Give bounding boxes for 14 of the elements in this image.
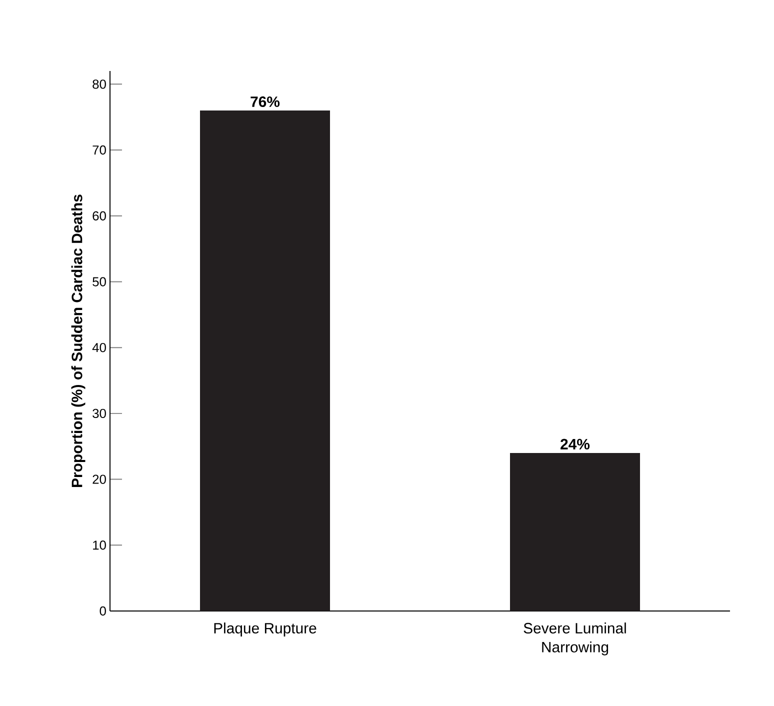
data-label: 76%	[250, 96, 280, 107]
y-tick-label: 60	[92, 211, 106, 220]
y-tick-label: 50	[92, 277, 106, 286]
y-axis-title: Proportion (%) of Sudden Cardiac Deaths	[71, 194, 86, 487]
y-tick-label: 70	[92, 145, 106, 155]
x-tick-label: Severe Luminal Narrowing	[524, 622, 626, 656]
y-tick-label: 30	[92, 408, 106, 418]
x-tick-label: Plaque Rupture	[214, 622, 316, 636]
data-label: 24%	[560, 438, 590, 450]
y-tick-label: 20	[92, 474, 106, 484]
y-tick-label: 80	[92, 80, 106, 89]
y-tick-label: 10	[93, 540, 106, 550]
y-tick-label: 40	[92, 342, 106, 352]
y-tick-label: 0	[100, 606, 106, 616]
